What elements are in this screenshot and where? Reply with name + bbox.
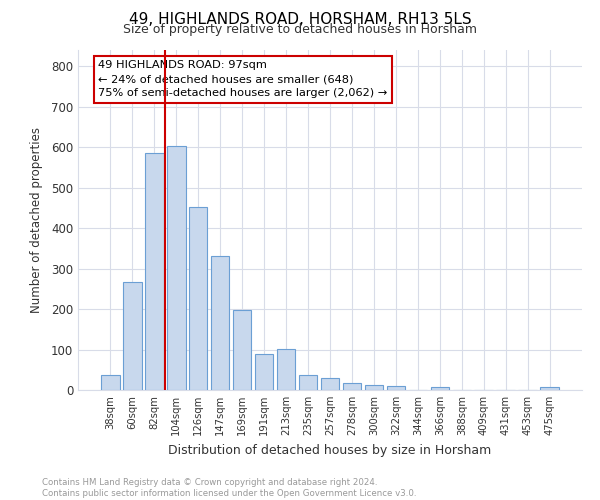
Bar	[123, 282, 142, 390]
Text: Size of property relative to detached houses in Horsham: Size of property relative to detached ho…	[123, 24, 477, 36]
Text: 49, HIGHLANDS ROAD, HORSHAM, RH13 5LS: 49, HIGHLANDS ROAD, HORSHAM, RH13 5LS	[128, 12, 472, 28]
Bar	[101, 374, 119, 390]
X-axis label: Distribution of detached houses by size in Horsham: Distribution of detached houses by size …	[169, 444, 491, 456]
Text: 49 HIGHLANDS ROAD: 97sqm
← 24% of detached houses are smaller (648)
75% of semi-: 49 HIGHLANDS ROAD: 97sqm ← 24% of detach…	[98, 60, 388, 98]
Text: Contains HM Land Registry data © Crown copyright and database right 2024.
Contai: Contains HM Land Registry data © Crown c…	[42, 478, 416, 498]
Bar	[343, 383, 361, 390]
Bar	[189, 207, 208, 390]
Bar	[431, 387, 449, 390]
Bar	[211, 256, 229, 390]
Bar	[541, 387, 559, 390]
Bar	[167, 146, 185, 390]
Bar	[365, 384, 383, 390]
Bar	[145, 153, 164, 390]
Bar	[255, 354, 274, 390]
Bar	[277, 349, 295, 390]
Bar	[233, 310, 251, 390]
Bar	[299, 374, 317, 390]
Y-axis label: Number of detached properties: Number of detached properties	[29, 127, 43, 313]
Bar	[386, 386, 405, 390]
Bar	[320, 378, 340, 390]
